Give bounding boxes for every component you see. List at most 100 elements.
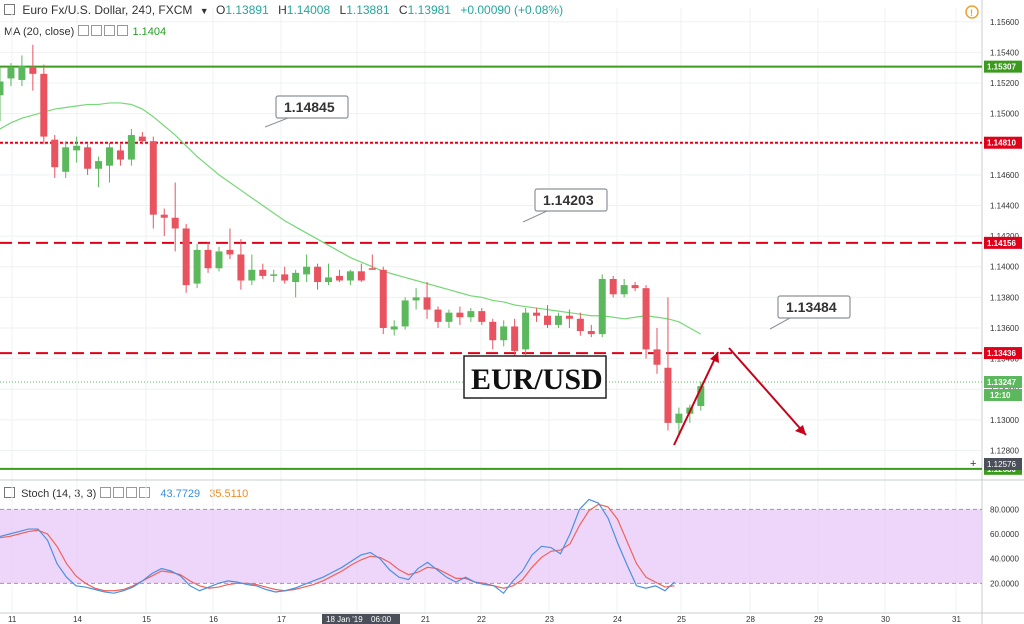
stoch-tick-label: 20.0000 [990,579,1019,588]
price-axis-label: 1.15307 [987,63,1016,72]
price-tick-label: 1.13400 [990,355,1019,364]
candle-body [193,249,201,284]
stoch-k-value: 43.7729 [160,488,201,500]
stoch-tick-label: 80.0000 [990,505,1019,514]
time-tick-label: 17 [277,615,286,624]
price-axis-label: 1.14156 [987,239,1016,248]
ma-value: 1.1404 [132,26,167,38]
candle-body [138,136,146,142]
ma-label[interactable]: MA (20, close) [4,26,75,38]
price-axis-label-bg [984,236,1022,249]
price-tick-label: 1.13600 [990,324,1019,333]
time-tick-label: 25 [677,615,686,624]
close-icon[interactable] [104,25,116,36]
candle-body [434,309,442,322]
candle-body [642,288,650,350]
candle-body [237,254,245,281]
candle-body [522,312,530,350]
candle-body [314,266,322,283]
candle-body [467,311,475,318]
candle-body [40,73,48,137]
candle-body [160,214,168,218]
collapse-icon[interactable] [4,4,15,15]
ma-indicator-row: MA (20, close) 1.1404 [4,25,166,38]
settings-icon[interactable] [113,487,125,498]
candle-body [116,150,124,160]
forecast-down-arrow [728,347,807,436]
more-icon[interactable] [117,25,129,36]
candle-body [270,274,278,276]
candle-body [29,67,37,74]
candle-body [511,326,519,351]
price-tick-label: 1.15000 [990,110,1019,119]
candle-body [412,297,420,301]
time-tick-label: 29 [814,615,823,624]
candle-body [379,269,387,328]
callout-box[interactable] [534,188,608,212]
callout-label: 1.14203 [543,192,594,208]
price-axis-label-bg [984,136,1022,149]
callout-pointer [264,117,289,128]
close-icon[interactable] [126,487,138,498]
candle-body [51,139,59,168]
time-tick-label: 24 [613,615,622,624]
candle-body [697,386,705,407]
candles [0,44,705,436]
callout-box[interactable] [777,295,851,319]
settings-icon[interactable] [91,25,103,36]
forecast-up-arrow [673,351,719,446]
candle-body [325,277,332,283]
candle-body [576,318,584,332]
candle-body [0,81,4,96]
candle-body [84,147,92,169]
price-axis-label-bg [984,376,1022,389]
time-tick-label: 30 [881,615,890,624]
collapse-icon[interactable] [4,487,15,498]
callout-box[interactable] [275,95,349,119]
candle-body [565,315,573,319]
stoch-tick-label: 40.0000 [990,555,1019,564]
price-tick-label: 1.14000 [990,263,1019,272]
candle-body [346,271,354,281]
time-tick-label: 23 [545,615,554,624]
candle-body [7,67,15,79]
eye-icon[interactable] [78,25,90,36]
time-tick-label: 11 [8,615,17,624]
candle-body [423,297,431,310]
candle-body [620,285,628,295]
price-tick-label: 1.13800 [990,293,1019,302]
price-tick-label: 1.14400 [990,201,1019,210]
chevron-down-icon[interactable]: ▼ [199,6,209,16]
more-icon[interactable] [139,487,151,498]
symbol-title[interactable]: Euro Fx/U.S. Dollar, 240, FXCM [22,3,193,17]
stoch-band [0,509,982,584]
candle-body [149,141,157,215]
time-crosshair-label: 18 Jan '19 [326,615,363,624]
candle-body [489,321,497,341]
candle-body [127,135,135,160]
alert-icon[interactable] [965,5,979,19]
candle-body [182,228,190,286]
callout-pointer [522,210,548,223]
time-crosshair-bg [322,614,400,624]
candle-body [554,315,562,325]
arrow-head-icon [710,352,719,363]
crosshair-label: 1.12576 [987,460,1016,469]
candle-body [62,147,70,172]
price-tick-label: 1.12800 [990,446,1019,455]
candle-body [598,278,606,335]
candle-body [357,271,365,281]
candle-body [281,274,289,281]
time-tick-label: 21 [421,615,430,624]
time-tick-label: 22 [477,615,486,624]
candle-body [675,413,683,423]
time-tick-label: 28 [746,615,755,624]
ohlc-high: H1.14008 [278,3,331,17]
eye-icon[interactable] [100,487,112,498]
candle-body [259,269,267,276]
candle-body [653,349,661,365]
callout-label: 1.13484 [786,299,837,315]
pair-label: EUR/USD [471,363,603,396]
candle-body [609,278,617,295]
